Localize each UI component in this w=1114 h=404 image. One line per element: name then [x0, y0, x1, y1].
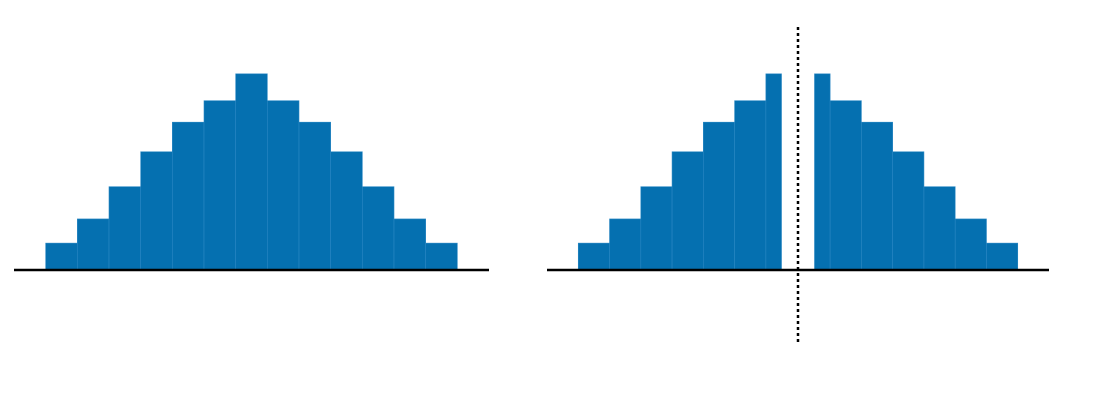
bar — [734, 100, 767, 271]
bar — [671, 151, 704, 271]
bar — [577, 242, 610, 271]
bar — [892, 151, 925, 271]
bar — [814, 73, 831, 271]
bar — [172, 121, 205, 271]
bar — [861, 121, 893, 271]
bar — [362, 186, 395, 271]
bar — [829, 100, 862, 271]
bar — [298, 121, 331, 271]
bar — [235, 73, 268, 271]
bar — [923, 186, 956, 271]
bar — [640, 186, 673, 271]
bar — [609, 218, 642, 271]
bar — [425, 242, 458, 271]
bar — [140, 151, 173, 271]
bar — [703, 121, 735, 271]
bar — [954, 218, 987, 271]
bar — [393, 218, 426, 271]
bar — [108, 186, 141, 271]
bar — [77, 218, 110, 271]
bar — [45, 242, 78, 271]
bar — [203, 100, 236, 271]
bar — [330, 151, 363, 271]
bar — [765, 73, 782, 271]
bar — [986, 242, 1019, 271]
bar — [267, 100, 300, 271]
